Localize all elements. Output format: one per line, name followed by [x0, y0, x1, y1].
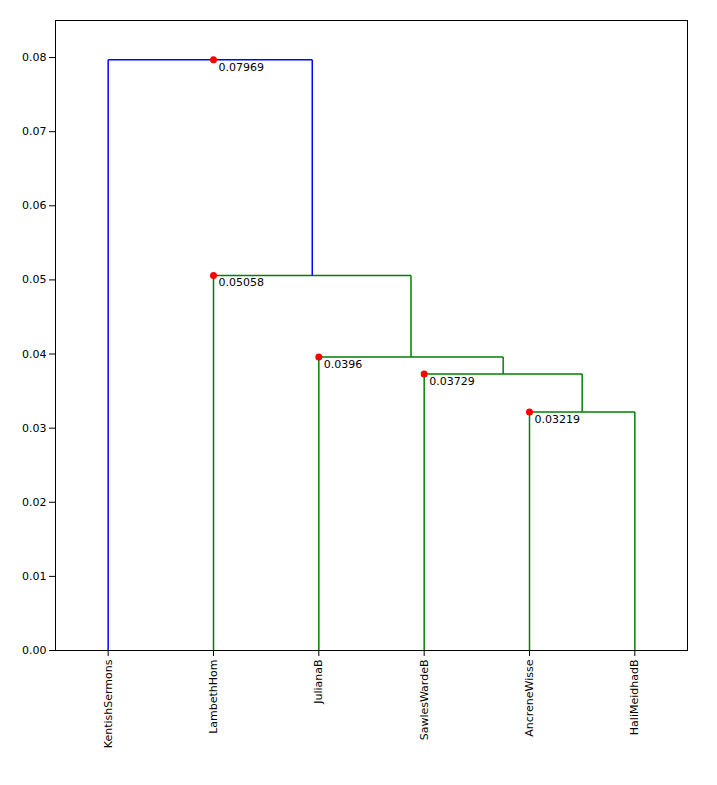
svg-text:0.07969: 0.07969 — [219, 61, 265, 74]
svg-text:SawlesWardeB: SawlesWardeB — [418, 660, 431, 741]
svg-text:0.07: 0.07 — [22, 125, 47, 138]
svg-text:0.03219: 0.03219 — [535, 413, 581, 426]
svg-text:0.05058: 0.05058 — [219, 276, 265, 289]
svg-text:0.04: 0.04 — [22, 348, 47, 361]
svg-text:0.03729: 0.03729 — [429, 375, 475, 388]
svg-text:JulianaB: JulianaB — [312, 660, 325, 705]
svg-text:0.02: 0.02 — [22, 496, 47, 509]
svg-text:0.08: 0.08 — [22, 51, 47, 64]
svg-text:HaliMeidhadB: HaliMeidhadB — [628, 660, 641, 736]
svg-text:0.06: 0.06 — [22, 199, 47, 212]
svg-text:KentishSermons: KentishSermons — [102, 659, 115, 748]
svg-text:0.05: 0.05 — [22, 273, 47, 286]
svg-text:0.03: 0.03 — [22, 422, 47, 435]
svg-text:AncreneWisse: AncreneWisse — [523, 659, 536, 736]
svg-text:0.01: 0.01 — [22, 570, 47, 583]
svg-text:0.0396: 0.0396 — [324, 358, 363, 371]
svg-text:LambethHom: LambethHom — [207, 660, 220, 734]
svg-text:0.00: 0.00 — [22, 644, 47, 657]
